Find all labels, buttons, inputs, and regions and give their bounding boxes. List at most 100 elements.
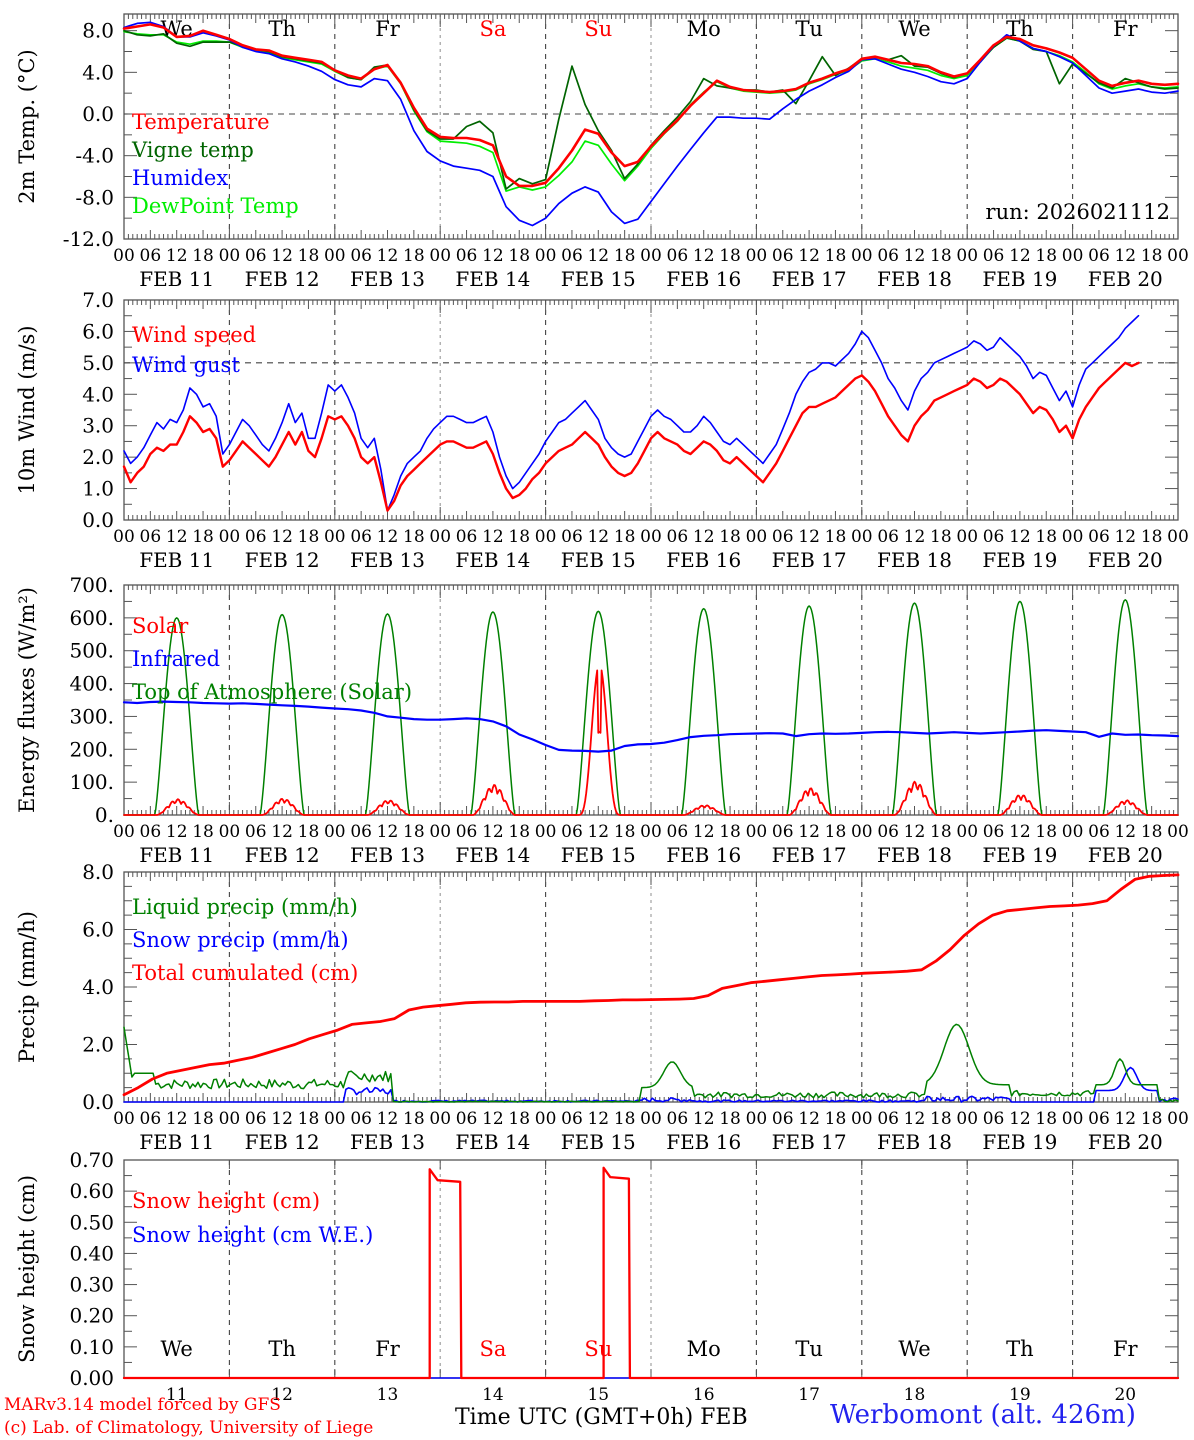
y-tick-label: 4.0 (82, 382, 114, 406)
x-day-label: FEB 18 (877, 843, 952, 867)
y-tick-label: 6.0 (82, 319, 114, 343)
x-hour-label: 18 (403, 1109, 425, 1129)
legend-entry: Solar (132, 614, 189, 638)
weekday-label: Th (1006, 1337, 1034, 1361)
x-day-label: FEB 12 (245, 1130, 320, 1154)
x-hour-label: 18 (614, 246, 636, 266)
x-hour-label: 18 (719, 527, 741, 547)
panel-energy-fluxes: 0. 100. 200. 300. 400. 500. 600. 700. Energy flu… (15, 573, 1189, 867)
x-hour-label: 12 (904, 822, 926, 842)
x-hour-label: 06 (1088, 822, 1110, 842)
x-hour-label: 00 (324, 246, 346, 266)
x-day-label: FEB 16 (666, 843, 741, 867)
y-tick-label: 4.0 (82, 60, 114, 84)
x-day-label: FEB 20 (1088, 1130, 1163, 1154)
x-day-label: FEB 14 (455, 548, 530, 572)
y-tick-label: 0.40 (69, 1241, 114, 1265)
x-hour-label: 00 (429, 822, 451, 842)
legend-entry: Total cumulated (cm) (132, 961, 358, 985)
x-hour-label: 18 (719, 822, 741, 842)
x-hour-label: 18 (403, 527, 425, 547)
x-hour-label: 00 (1062, 527, 1084, 547)
x-hour-label: 00 (219, 246, 241, 266)
x-day-number: 17 (798, 1385, 820, 1405)
x-day-number: 18 (904, 1385, 926, 1405)
x-hour-label: 18 (825, 822, 847, 842)
y-axis-title: Precip (mm/h) (15, 911, 39, 1063)
x-hour-label: 00 (956, 527, 978, 547)
x-hour-label: 06 (772, 527, 794, 547)
x-hour-label: 00 (746, 1109, 768, 1129)
x-hour-label: 00 (640, 246, 662, 266)
series-total-cumulated (122, 873, 1180, 1097)
x-hour-label: 00 (219, 527, 241, 547)
series-wind-gust (123, 314, 1140, 512)
model-credit-line: MARv3.14 model forced by GFS (4, 1395, 281, 1415)
x-day-label: FEB 18 (877, 548, 952, 572)
station-label: Werbomont (alt. 426m) (830, 1400, 1136, 1430)
x-hour-label: 12 (377, 1109, 399, 1129)
x-hour-label: 18 (298, 527, 320, 547)
plot-frame (123, 299, 1179, 521)
legend-entry: Top of Atmosphere (Solar) (132, 680, 412, 704)
y-tick-label: -8.0 (75, 185, 114, 209)
x-hour-label: 06 (245, 246, 267, 266)
legend-entry: Snow precip (mm/h) (132, 928, 349, 952)
x-hour-label: 06 (245, 822, 267, 842)
y-tick-label: 0.70 (69, 1148, 114, 1172)
x-hour-label: 00 (1167, 246, 1189, 266)
weekday-label: Fr (1113, 1337, 1139, 1361)
x-day-label: FEB 19 (982, 843, 1057, 867)
legend-entry: Humidex (132, 166, 228, 190)
x-hour-label: 18 (508, 527, 530, 547)
x-day-label: FEB 12 (245, 267, 320, 291)
x-hour-label: 18 (930, 527, 952, 547)
series-infrared (122, 700, 1180, 753)
x-hour-label: 00 (219, 822, 241, 842)
x-hour-label: 00 (640, 1109, 662, 1129)
x-hour-label: 00 (324, 822, 346, 842)
y-tick-label: 500. (69, 639, 114, 663)
x-day-label: FEB 15 (561, 548, 636, 572)
x-hour-label: 18 (508, 246, 530, 266)
weekday-label: Su (584, 17, 612, 41)
y-tick-label: 0.00 (69, 1366, 114, 1390)
weekday-label: We (898, 1337, 930, 1361)
x-hour-label: 18 (930, 1109, 952, 1129)
x-hour-label: 12 (166, 1109, 188, 1129)
x-hour-label: 12 (693, 822, 715, 842)
y-tick-label: 1.0 (82, 477, 114, 501)
series-liquid-precip (123, 1023, 1179, 1103)
x-hour-label: 12 (271, 246, 293, 266)
x-day-label: FEB 14 (455, 1130, 530, 1154)
x-hour-label: 12 (1009, 822, 1031, 842)
y-tick-label: 0.0 (82, 102, 114, 126)
x-hour-label: 06 (350, 1109, 372, 1129)
x-axis-title: Time UTC (GMT+0h) FEB (455, 1405, 748, 1430)
panel-snow-height: 0.00 0.10 0.20 0.30 0.40 0.50 0.60 0.70 Snow hei… (15, 1148, 1180, 1405)
x-hour-label: 00 (535, 822, 557, 842)
x-hour-label: 00 (746, 527, 768, 547)
x-day-label: FEB 20 (1088, 548, 1163, 572)
x-day-number: 13 (377, 1385, 399, 1405)
x-hour-label: 12 (693, 527, 715, 547)
x-hour-label: 18 (1141, 527, 1163, 547)
weekday-label: Su (584, 1337, 612, 1361)
x-day-label: FEB 14 (455, 267, 530, 291)
x-hour-label: 06 (140, 822, 162, 842)
x-day-label: FEB 17 (772, 1130, 847, 1154)
x-hour-label: 06 (667, 527, 689, 547)
x-hour-label: 00 (535, 527, 557, 547)
x-day-label: FEB 13 (350, 548, 425, 572)
y-axis-title: Snow height (cm) (15, 1175, 39, 1363)
x-hour-label: 12 (1009, 527, 1031, 547)
x-hour-label: 18 (614, 822, 636, 842)
x-hour-label: 06 (140, 246, 162, 266)
legend-entry: Temperature (132, 110, 270, 134)
x-hour-label: 18 (1141, 246, 1163, 266)
x-hour-label: 18 (192, 246, 214, 266)
x-day-number: 15 (587, 1385, 609, 1405)
x-hour-label: 00 (640, 822, 662, 842)
x-day-number: 11 (166, 1385, 188, 1405)
series-wind-speed (122, 361, 1140, 512)
